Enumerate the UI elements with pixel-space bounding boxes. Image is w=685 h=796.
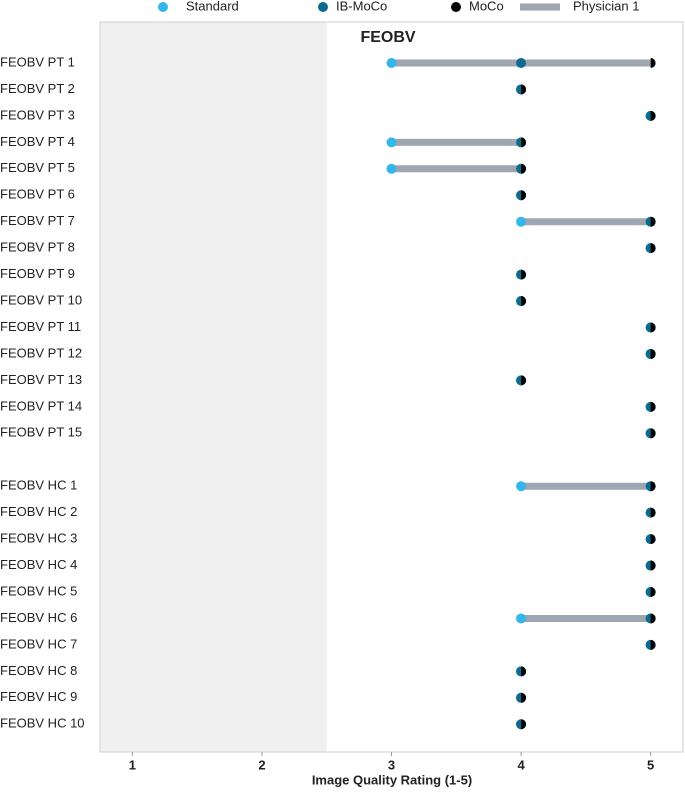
y-tick-label: FEOBV HC 10: [0, 716, 85, 731]
y-tick-label: FEOBV PT 2: [0, 81, 75, 96]
y-tick-label: FEOBV HC 4: [0, 557, 77, 572]
x-tick-label: 4: [517, 757, 525, 772]
dot: [650, 428, 656, 439]
dot: [650, 507, 656, 518]
legend-marker: [451, 2, 461, 12]
legend-marker: [158, 2, 168, 12]
y-tick-label: FEOBV PT 7: [0, 213, 75, 228]
y-tick-label: FEOBV PT 14: [0, 398, 82, 413]
y-tick-label: FEOBV HC 8: [0, 663, 77, 678]
dot: [650, 560, 656, 571]
y-tick-label: FEOBV PT 1: [0, 54, 75, 69]
dot: [650, 587, 656, 597]
y-tick-label: FEOBV PT 15: [0, 425, 82, 440]
x-tick-label: 1: [129, 757, 136, 772]
dot: [650, 401, 656, 412]
dot: [516, 58, 527, 68]
legend-label: Physician 1: [573, 0, 639, 13]
dot: [521, 375, 527, 386]
chart-title: FEOBV: [360, 29, 415, 46]
legend-label: MoCo: [469, 0, 504, 13]
dot: [650, 613, 656, 624]
y-tick-label: FEOBV HC 9: [0, 689, 77, 704]
dot: [516, 481, 527, 492]
dot: [650, 534, 656, 545]
dot: [521, 84, 527, 95]
y-tick-label: FEOBV PT 5: [0, 160, 75, 175]
y-tick-label: FEOBV PT 12: [0, 345, 82, 360]
x-tick-label: 5: [647, 757, 654, 772]
dot: [521, 190, 527, 201]
dot: [521, 269, 527, 280]
dot: [521, 692, 527, 703]
dot: [521, 137, 527, 148]
y-tick-label: FEOBV PT 10: [0, 292, 82, 307]
dot: [650, 639, 656, 650]
dot: [521, 666, 527, 677]
dot: [521, 719, 527, 730]
dot: [650, 348, 656, 359]
dot: [521, 296, 527, 307]
y-tick-label: FEOBV PT 8: [0, 240, 75, 255]
y-tick-label: FEOBV PT 4: [0, 134, 75, 149]
y-tick-label: FEOBV PT 9: [0, 266, 75, 281]
y-tick-label: FEOBV PT 6: [0, 187, 75, 202]
dot: [386, 58, 397, 68]
dot: [516, 216, 527, 227]
y-tick-label: FEOBV HC 5: [0, 583, 77, 598]
dot: [650, 58, 656, 68]
y-tick-label: FEOBV HC 1: [0, 478, 77, 493]
dot: [386, 163, 397, 174]
dot: [650, 322, 656, 333]
dot: [521, 163, 527, 174]
y-tick-label: FEOBV PT 3: [0, 107, 75, 122]
y-tick-label: FEOBV PT 11: [0, 319, 81, 334]
legend-marker: [318, 2, 328, 12]
dot: [650, 216, 656, 227]
y-tick-label: FEOBV HC 2: [0, 504, 77, 519]
y-tick-label: FEOBV HC 6: [0, 610, 77, 625]
x-tick-label: 3: [388, 757, 395, 772]
legend-label: Standard: [186, 0, 239, 13]
shaded-region: [100, 22, 327, 752]
dot: [650, 110, 656, 121]
dot: [386, 137, 397, 148]
y-tick-label: FEOBV PT 13: [0, 372, 82, 387]
y-tick-label: FEOBV HC 7: [0, 636, 77, 651]
x-tick-label: 2: [258, 757, 265, 772]
x-axis-label: Image Quality Rating (1-5): [312, 772, 472, 787]
legend-label: IB-MoCo: [336, 0, 387, 13]
dot: [516, 613, 527, 624]
dot: [650, 481, 656, 492]
dot: [650, 243, 656, 254]
y-tick-label: FEOBV HC 3: [0, 531, 77, 546]
